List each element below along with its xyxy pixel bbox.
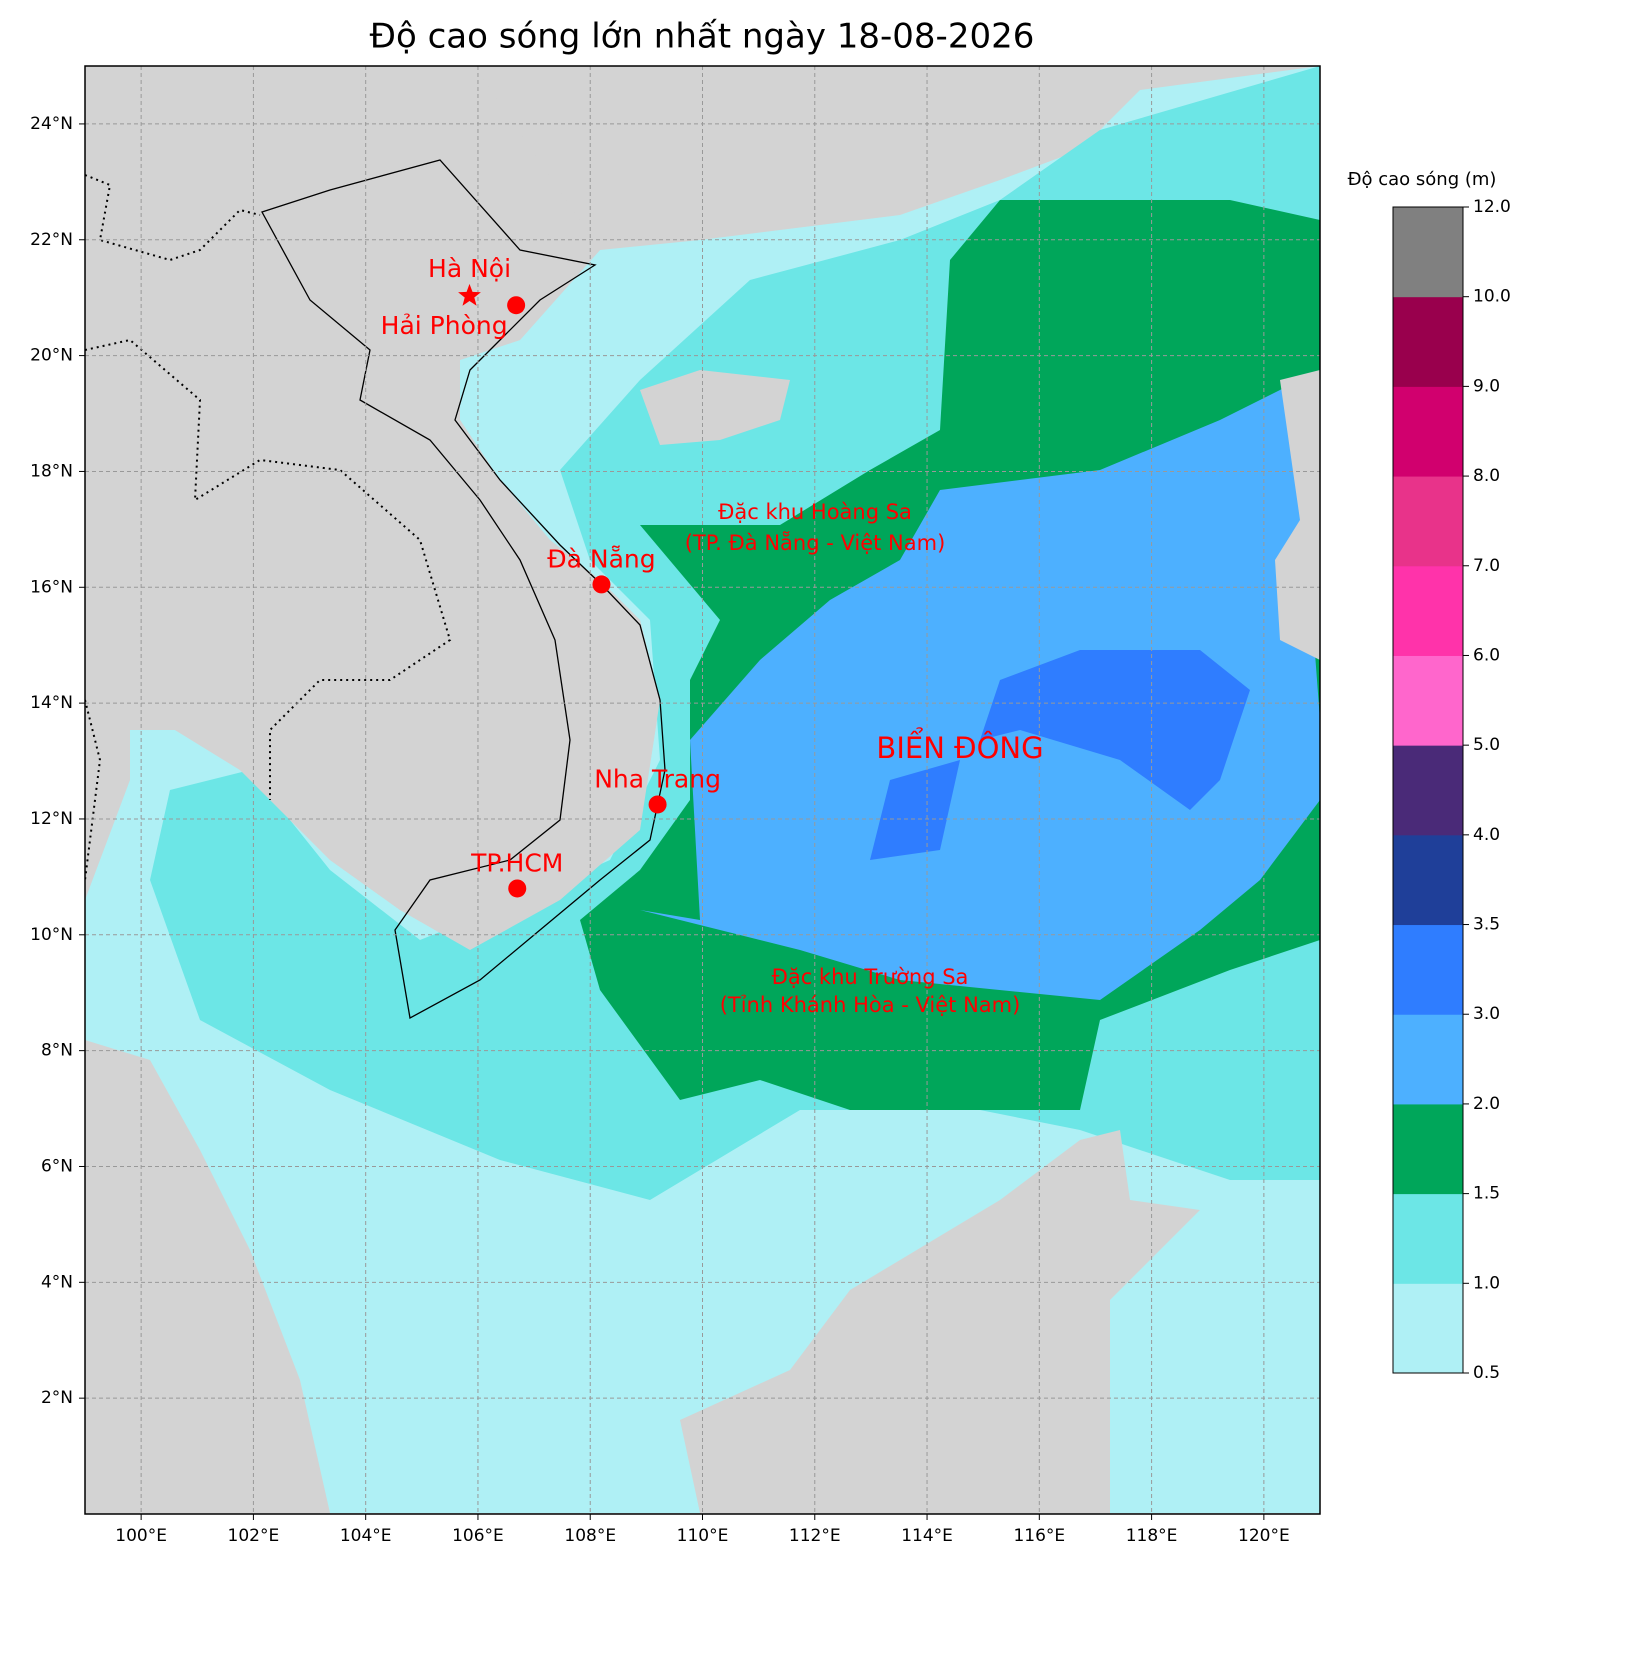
colorbar-tick-label: 1.0 [1473,1273,1500,1293]
colorbar-segment [1393,834,1463,926]
city-marker [648,795,667,814]
y-tick-label: 4°N [41,1272,73,1292]
colorbar-tick-label: 4.0 [1473,825,1500,845]
colorbar-tick-label: 0.5 [1473,1363,1500,1383]
colorbar-segment [1393,476,1463,567]
land [85,66,660,950]
colorbar-segment [1393,386,1463,477]
grid [85,66,1320,1514]
colorbar-segment [1393,745,1463,836]
city-marker [507,296,526,315]
colorbar-segment [1393,1193,1463,1284]
region-label: (TP. Đà Nẵng - Việt Nam) [685,530,946,555]
land [1275,370,1320,660]
y-tick-label: 2°N [41,1388,73,1408]
colorbar-tick-label: 3.0 [1473,1004,1500,1024]
colorbar-segment [1393,1014,1463,1105]
colorbar-tick-label: 3.5 [1473,915,1500,935]
city-label: Hải Phòng [381,311,508,340]
x-tick-label: 104°E [340,1526,392,1546]
x-tick-label: 108°E [564,1526,616,1546]
city-label: TP.HCM [470,848,563,877]
colorbar-segment [1393,924,1463,1015]
colorbar-label: Độ cao sóng (m) [1348,169,1497,190]
colorbar-tick-label: 8.0 [1473,466,1500,486]
colorbar-segment [1393,1283,1463,1374]
region-label: (Tỉnh Khánh Hòa - Việt Nam) [720,993,1021,1017]
title: Độ cao sóng lớn nhất ngày 18-08-2026 [370,17,1035,57]
city-label: Nha Trang [594,764,721,793]
colorbar-tick-label: 10.0 [1473,287,1511,307]
land [85,1040,330,1513]
colorbar-frame [1392,206,1464,1374]
colorbar-segment [1393,296,1463,387]
wave-field [980,650,1250,810]
y-tick-label: 18°N [30,461,73,481]
colorbar-segment [1393,565,1463,656]
y-tick-label: 10°N [30,925,73,945]
coastline [261,159,666,1020]
land [640,370,790,445]
y-tick-label: 16°N [30,577,73,597]
x-tick-label: 100°E [115,1526,167,1546]
wave-field [640,380,1320,1000]
wave-field [870,760,960,860]
x-tick-label: 120°E [1238,1526,1290,1546]
city-label: Hà Nội [428,254,511,283]
y-tick-label: 8°N [41,1041,73,1061]
y-tick-label: 20°N [30,346,73,366]
y-tick-label: 12°N [30,809,73,829]
sea-label: BIỂN ĐÔNG [876,728,1043,765]
city-marker [458,283,481,306]
colorbar-segment [1393,1103,1463,1195]
colorbar-tick-label: 5.0 [1473,735,1500,755]
colorbar-tick-label: 1.5 [1473,1184,1500,1204]
colorbar: 0.5 1.0 1.5 2.0 3.0 3.5 4.0 5.0 6.0 7.0 8.0 9.0 10.0… [1392,197,1511,1383]
y-tick-label: 22°N [30,230,73,250]
x-tick-label: 114°E [901,1526,953,1546]
city-marker [592,575,611,594]
city-marker [508,879,527,898]
colorbar-tick-label: 7.0 [1473,556,1500,576]
colorbar-segment [1393,207,1463,298]
colorbar-segment [1393,655,1463,746]
colorbar-tick-label: 9.0 [1473,376,1500,396]
region-label: Đặc khu Hoàng Sa [718,500,912,524]
city-label: Đà Nẵng [547,544,655,573]
colorbar-tick-label: 2.0 [1473,1094,1500,1114]
colorbar-tick-label: 6.0 [1473,645,1500,665]
x-tick-label: 110°E [677,1526,729,1546]
colorbar-tick-label: 12.0 [1473,197,1511,217]
x-tick-label: 102°E [228,1526,280,1546]
y-tick-label: 6°N [41,1156,73,1176]
region-label: Đặc khu Trường Sa [772,965,969,989]
cities: Hà Nội Hải Phòng Đà Nẵng Nha Trang TP.HCM [381,254,721,898]
border [85,174,452,881]
y-tick-label: 14°N [30,693,73,713]
land [680,1130,1200,1513]
x-tick-label: 118°E [1126,1526,1178,1546]
x-tick-label: 106°E [452,1526,504,1546]
y-tick-label: 24°N [30,114,73,134]
x-tick-label: 116°E [1013,1526,1065,1546]
x-tick-label: 112°E [789,1526,841,1546]
